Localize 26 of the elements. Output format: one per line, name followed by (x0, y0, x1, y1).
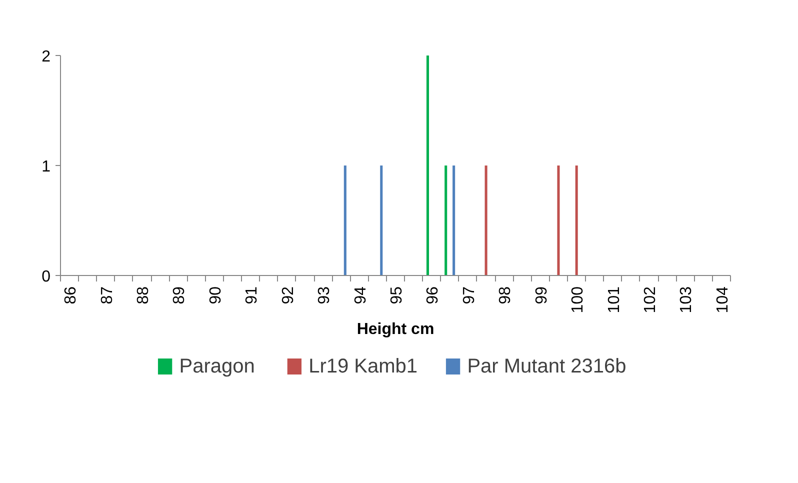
y-tick-label: 1 (42, 158, 51, 176)
x-tick-label: 92 (280, 286, 297, 304)
x-tick-label: 101 (606, 286, 623, 314)
x-tick-label: 103 (678, 286, 696, 314)
x-tick-label: 93 (316, 286, 334, 304)
x-tick-label: 91 (244, 286, 261, 304)
y-tick-label: 2 (42, 48, 51, 66)
x-tick-label: 94 (352, 286, 370, 304)
legend-label: Lr19 Kamb1 (308, 356, 418, 378)
x-tick-label: 89 (171, 286, 188, 304)
x-tick-label: 95 (388, 286, 406, 304)
x-tick-label: 99 (533, 286, 550, 304)
y-tick-label: 0 (42, 268, 51, 286)
x-tick-label: 104 (714, 286, 732, 314)
x-axis-title: Height cm (356, 321, 434, 338)
x-tick-label: 90 (207, 286, 224, 304)
legend-label: Par Mutant 2316b (467, 356, 626, 378)
x-tick-label: 102 (642, 286, 660, 314)
x-tick-label: 87 (98, 286, 116, 304)
x-tick-label: 98 (497, 286, 514, 304)
legend-label: Paragon (179, 356, 255, 378)
x-tick-label: 86 (62, 286, 80, 304)
x-tick-label: 96 (424, 286, 442, 304)
x-tick-label: 88 (134, 286, 152, 304)
x-tick-label: 97 (460, 286, 478, 304)
x-tick-label: 100 (570, 286, 587, 314)
